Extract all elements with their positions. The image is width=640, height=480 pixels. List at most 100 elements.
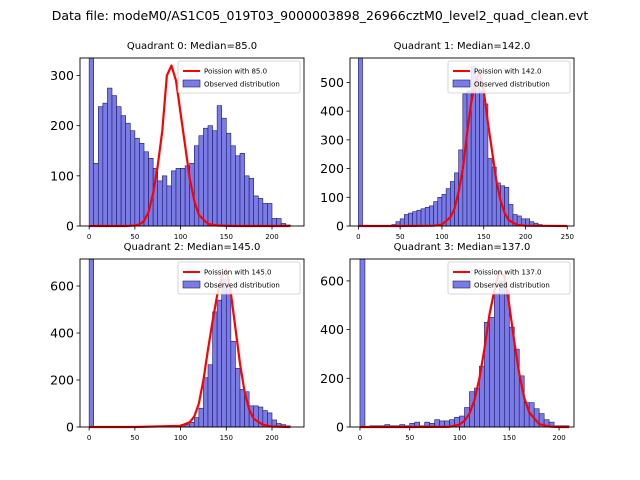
legend-label-observed: Observed distribution	[204, 81, 280, 89]
y-tick-label: 200	[50, 373, 74, 388]
histogram-bar	[198, 135, 204, 227]
y-tick-label: 300	[320, 132, 344, 147]
histogram-bar	[93, 163, 99, 227]
histogram-bar	[358, 57, 363, 227]
histogram-bar	[161, 175, 168, 227]
histogram-bar	[479, 90, 485, 227]
histogram-bar	[449, 181, 455, 227]
histogram-bar	[198, 407, 204, 428]
histogram-bar	[207, 364, 213, 428]
y-tick-label: 200	[50, 118, 74, 133]
histogram-bar	[408, 212, 413, 227]
legend-label-poisson: Poission with 142.0	[474, 68, 542, 76]
quadrant-3-chart: Quadrant 3: Median=137.0 0 50 100 150 200 0 200…	[320, 242, 575, 442]
histogram-bar	[212, 311, 218, 428]
x-tick-label: 250	[561, 233, 574, 241]
poisson-curve	[359, 270, 570, 429]
legend-label-observed: Observed distribution	[474, 81, 550, 89]
histogram-bar	[139, 142, 145, 227]
histogram-bar	[404, 214, 409, 227]
x-tick-label: 0	[87, 233, 91, 241]
y-tick-label: 200	[320, 161, 344, 176]
x-tick-label: 50	[130, 233, 139, 241]
y-tick-label: 600	[320, 273, 344, 288]
legend-label-observed: Observed distribution	[204, 282, 280, 290]
histogram-bar	[120, 115, 127, 227]
histogram-bar	[111, 95, 117, 227]
legend-bar-swatch	[452, 280, 471, 289]
y-tick-label: 0	[336, 420, 344, 435]
legend-label-poisson: Poission with 137.0	[474, 269, 542, 277]
histogram-bar	[125, 122, 131, 227]
histogram-bar	[116, 106, 122, 227]
histogram-bar	[437, 196, 443, 227]
histogram-bar	[248, 178, 255, 227]
y-tick-label: 100	[50, 168, 74, 183]
x-tick-label: 200	[265, 434, 278, 442]
y-tick-label: 0	[66, 219, 74, 234]
y-tick-label: 0	[66, 420, 74, 435]
x-tick-label: 0	[87, 434, 91, 442]
histogram-bar	[499, 280, 505, 428]
histogram-bar	[359, 258, 366, 428]
legend-box	[447, 60, 571, 94]
y-tick-label: 400	[320, 104, 344, 119]
axes-frame	[79, 57, 305, 227]
histogram-bar	[475, 79, 480, 227]
histogram-bar	[216, 299, 223, 428]
histogram-bar	[253, 195, 259, 227]
histogram-bar	[207, 125, 213, 227]
histogram-bar	[230, 340, 236, 428]
x-tick-label: 100	[453, 434, 466, 442]
x-tick-label: 0	[356, 233, 360, 241]
histogram-bar	[193, 417, 200, 428]
quadrant-0-chart: Quadrant 0: Median=85.0 0 50 100 150 200 0 100 2…	[50, 41, 305, 241]
histogram-bar	[429, 205, 434, 227]
x-tick-label: 150	[220, 434, 233, 442]
histogram-bar	[416, 209, 422, 227]
histogram-bar	[171, 170, 177, 227]
histogram-bar	[88, 57, 95, 227]
histogram-bar	[235, 155, 241, 227]
y-tick-label: 400	[50, 326, 74, 341]
histogram-bar	[244, 175, 250, 227]
histogram-bar	[180, 168, 186, 227]
histogram-bar	[129, 130, 136, 227]
histogram-bar	[203, 127, 209, 227]
legend-label-observed: Observed distribution	[474, 282, 550, 290]
y-tick-label: 300	[50, 68, 74, 83]
quadrant-1-chart: Quadrant 1: Median=142.0 0 50 100 150 200 250 0…	[320, 41, 575, 241]
histogram-bar	[212, 130, 218, 227]
histogram-bar	[216, 105, 223, 227]
histogram-bar	[175, 168, 181, 227]
histogram-bar	[107, 87, 113, 227]
histogram-bar	[203, 377, 209, 428]
histogram-bar	[424, 207, 430, 227]
legend-box	[447, 261, 571, 295]
histogram-bar	[253, 405, 259, 428]
histogram-bar	[221, 278, 227, 428]
quadrant-1-title: Quadrant 1: Median=142.0	[394, 41, 531, 52]
histogram-bar	[267, 203, 273, 227]
histogram-bar	[102, 102, 108, 227]
histogram-bar	[157, 180, 163, 227]
histogram-bar	[225, 132, 232, 227]
histogram-bar	[504, 290, 510, 428]
histogram-bar	[420, 208, 426, 227]
histogram-bar	[97, 106, 104, 227]
histogram-bar	[489, 317, 495, 428]
axes-frame	[349, 258, 575, 428]
quadrant-0-title: Quadrant 0: Median=85.0	[127, 41, 257, 52]
histogram-bar	[225, 285, 232, 428]
x-tick-label: 50	[405, 434, 414, 442]
quadrant-2-chart: Quadrant 2: Median=145.0 0 50 100 150 200 0 200…	[50, 242, 305, 442]
histogram-bar	[276, 218, 282, 227]
y-tick-label: 0	[336, 219, 344, 234]
histogram-bar	[433, 201, 439, 227]
histogram-bar	[412, 211, 418, 227]
histogram-bar	[166, 185, 172, 227]
axes-frame	[79, 258, 305, 428]
legend-label-poisson: Poission with 85.0	[204, 68, 267, 76]
